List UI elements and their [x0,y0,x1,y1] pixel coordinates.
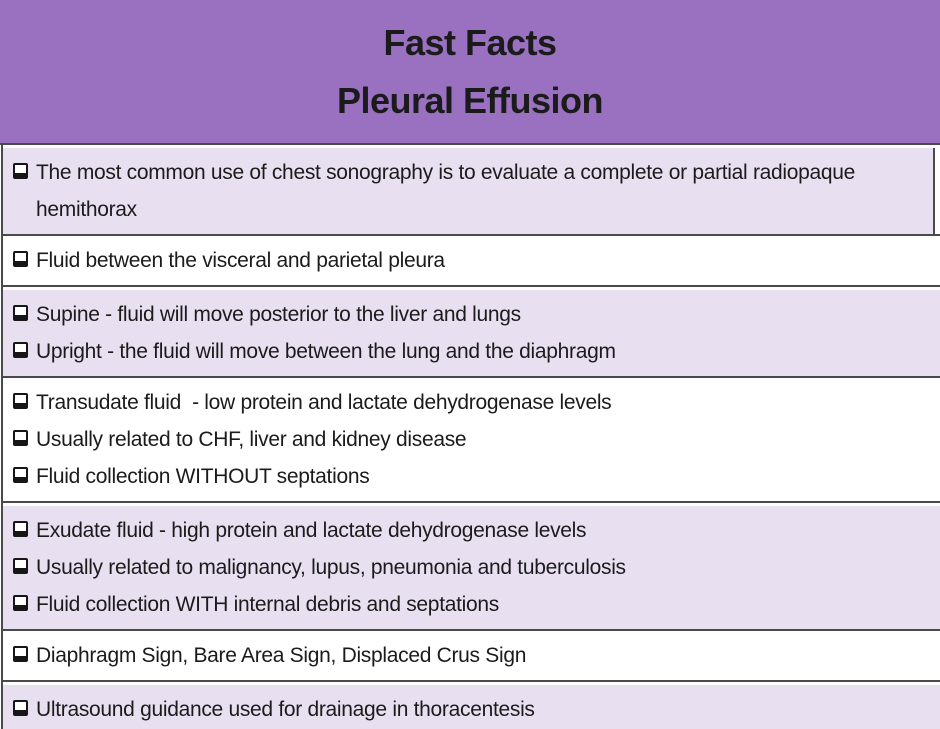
fact-text: Upright - the fluid will move between th… [36,340,616,363]
checkbox-bullet-icon [13,430,28,446]
fact-row: Exudate fluid - high protein and lactate… [3,503,940,631]
fact-row: Transudate fluid - low protein and lacta… [3,378,940,503]
bullet-item: Exudate fluid - high protein and lactate… [13,512,932,549]
fact-row: Supine - fluid will move posterior to th… [3,287,940,378]
fact-text: Usually related to malignancy, lupus, pn… [36,556,626,579]
fact-text: Exudate fluid - high protein and lactate… [36,519,587,542]
bullet-item: Diaphragm Sign, Bare Area Sign, Displace… [13,637,932,674]
page-title: Fast Facts [383,21,557,63]
checkbox-bullet-icon [13,558,28,574]
fact-row-background: The most common use of chest sonography … [3,148,935,234]
checkbox-bullet-icon [13,393,28,409]
fact-text: Fluid collection WITHOUT septations [36,465,370,488]
checkbox-bullet-icon [13,251,28,267]
fact-row-background: Diaphragm Sign, Bare Area Sign, Displace… [3,631,940,680]
fact-row-background: Fluid between the visceral and parietal … [3,236,940,285]
fact-row: The most common use of chest sonography … [3,145,940,236]
fact-text: Diaphragm Sign, Bare Area Sign, Displace… [36,644,527,667]
fact-text: The most common use of chest sonography … [36,161,861,221]
checkbox-bullet-icon [13,521,28,537]
fact-row-background: Ultrasound guidance used for drainage in… [3,685,940,729]
fact-row-background: Exudate fluid - high protein and lactate… [3,506,940,629]
slide-header: Fast Facts Pleural Effusion [0,0,940,145]
fact-row: Diaphragm Sign, Bare Area Sign, Displace… [3,631,940,682]
checkbox-bullet-icon [13,163,28,179]
fact-row-background: Transudate fluid - low protein and lacta… [3,378,940,501]
fact-text: Supine - fluid will move posterior to th… [36,303,521,326]
fact-row-background: Supine - fluid will move posterior to th… [3,290,940,376]
bullet-item: Usually related to CHF, liver and kidney… [13,421,932,458]
checkbox-bullet-icon [13,467,28,483]
bullet-item: Fluid between the visceral and parietal … [13,242,932,279]
facts-table: The most common use of chest sonography … [1,145,940,729]
fact-text: Fluid collection WITH internal debris an… [36,593,499,616]
fact-row: Ultrasound guidance used for drainage in… [3,682,940,729]
bullet-item: Fluid collection WITHOUT septations [13,458,932,495]
checkbox-bullet-icon [13,305,28,321]
bullet-item: Usually related to malignancy, lupus, pn… [13,549,932,586]
fact-text: Usually related to CHF, liver and kidney… [36,428,467,451]
bullet-item: Transudate fluid - low protein and lacta… [13,384,932,421]
fact-text: Fluid between the visceral and parietal … [36,249,445,272]
page-subtitle: Pleural Effusion [336,79,604,121]
fact-text: Transudate fluid - low protein and lacta… [36,391,612,414]
bullet-item: Ultrasound guidance used for drainage in… [13,691,932,728]
bullet-item: The most common use of chest sonography … [13,154,925,228]
bullet-item: Fluid collection WITH internal debris an… [13,586,932,623]
checkbox-bullet-icon [13,342,28,358]
bullet-item: Upright - the fluid will move between th… [13,333,932,370]
checkbox-bullet-icon [13,646,28,662]
fact-text: Ultrasound guidance used for drainage in… [36,698,535,721]
checkbox-bullet-icon [13,595,28,611]
bullet-item: Supine - fluid will move posterior to th… [13,296,932,333]
fact-row: Fluid between the visceral and parietal … [3,236,940,287]
checkbox-bullet-icon [13,700,28,716]
